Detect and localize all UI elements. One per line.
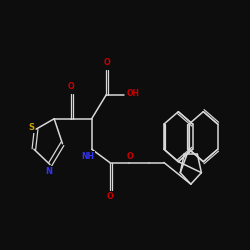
Text: S: S (28, 122, 34, 132)
Text: O: O (127, 152, 134, 161)
Text: O: O (107, 192, 114, 201)
Text: O: O (68, 82, 75, 91)
Text: N: N (46, 167, 52, 176)
Text: OH: OH (127, 89, 140, 98)
Text: O: O (103, 58, 110, 68)
Text: NH: NH (81, 152, 94, 161)
